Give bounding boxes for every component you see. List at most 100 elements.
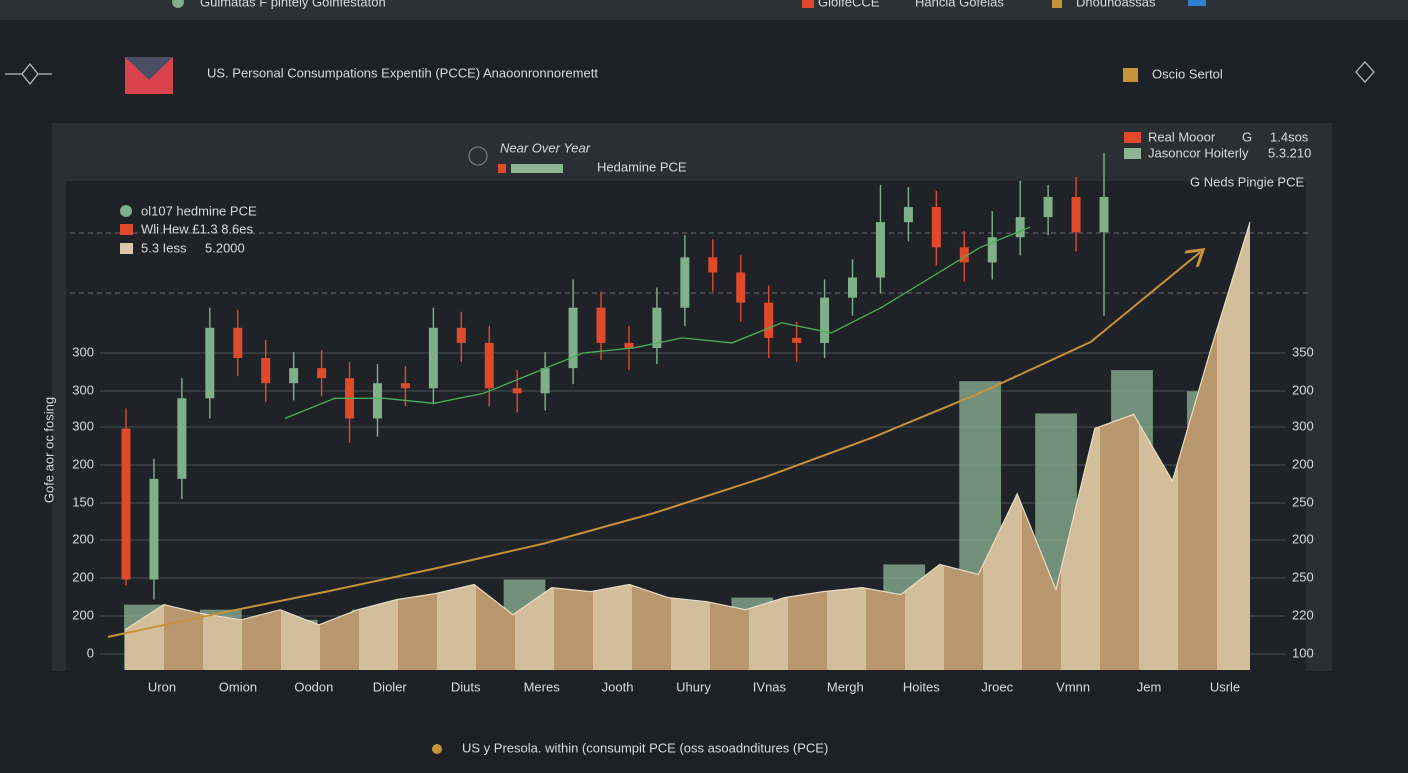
candle-body [484,342,494,389]
legend-swatch [511,164,563,173]
legend-label: 5.2000 [205,240,245,255]
y-axis-label: Gofe aor oc fosing [41,397,56,503]
area-stripes [125,222,1250,670]
y-tick-label: 300 [72,382,94,397]
candle-body [596,307,606,343]
y2-tick-label: 200 [1292,531,1314,546]
candle-body [820,297,830,343]
legend-label: Near Over Year [500,140,591,155]
candle-body [903,207,913,223]
candle-body [177,398,187,479]
candle-body [1043,196,1053,218]
logo-part [125,57,173,80]
legend-swatch [1124,132,1141,143]
legend-label: G Neds Pingie PCE [1190,174,1304,189]
x-tick-label: Dioler [373,679,408,694]
candle-body [149,478,159,580]
x-tick-label: Oodon [294,679,333,694]
candle-body [512,388,522,394]
legend-label: Hedamine PCE [597,159,687,174]
badge-swatch [1123,68,1138,82]
x-tick-label: Usrle [1210,679,1240,694]
candle-body [121,428,131,580]
badge[interactable]: Oscio Sertol [1152,66,1223,81]
candle-body [400,383,410,389]
x-tick-label: IVnas [753,679,787,694]
x-tick-label: Vmnn [1056,679,1090,694]
candle-body [792,337,802,343]
y2-tick-label: 200 [1292,456,1314,471]
x-tick-label: Uron [148,679,176,694]
footer-legend: US y Presola. within (consumpit PCE (oss… [462,740,828,755]
y2-tick-label: 100 [1292,645,1314,660]
candle-body [875,222,885,278]
x-tick-label: Diuts [451,679,481,694]
y-tick-label: 200 [72,456,94,471]
y-tick-label: 150 [72,494,94,509]
legend-label: 5.3.210 [1268,145,1311,160]
footer-dot [432,744,442,754]
legend-label: 5.3 Iess [141,240,187,255]
decor[interactable] [1355,61,1375,83]
candle-body [1099,196,1109,233]
candle-body [289,368,299,384]
y-tick-label: 200 [72,569,94,584]
top-bar-item[interactable]: Hancia Gofelas [915,0,1004,9]
status-dot [172,0,184,8]
legend-dot [120,205,132,217]
top-bar-item[interactable]: GlolfeCCE [818,0,880,9]
y-tick-label: 200 [72,531,94,546]
legend-swatch [1124,148,1141,159]
x-tick-label: Jooth [602,679,634,694]
candle-body [736,272,746,303]
top-bar-item[interactable]: Dnounoassas [1076,0,1156,9]
icon [1188,0,1206,6]
y2-tick-label: 250 [1292,494,1314,509]
icon [1052,0,1062,8]
candle-body [568,307,578,369]
candle-body [848,277,858,298]
decor [5,62,52,86]
x-tick-label: Jroec [981,679,1013,694]
legend-swatch [120,224,133,235]
legend-icon [468,146,488,166]
y2-tick-label: 220 [1292,607,1314,622]
x-tick-label: Jem [1137,679,1162,694]
y2-tick-label: 300 [1292,418,1314,433]
candle-body [959,247,969,263]
legend-label: Jasoncor Hoiterly [1148,145,1249,160]
candle-body [233,327,243,359]
legend-label: G [1242,129,1252,144]
candle-body [317,368,327,379]
candle-body [372,383,382,419]
trend-line [107,252,1200,638]
legend-label: 1.4sos [1270,129,1309,144]
y-tick-label: 200 [72,607,94,622]
y-tick-label: 0 [87,645,94,660]
x-tick-label: Hoites [903,679,940,694]
candle-body [652,307,662,348]
y-tick-label: 300 [72,418,94,433]
average-line [284,226,1031,420]
x-tick-label: Meres [524,679,561,694]
plot [100,152,1285,670]
candle-body [428,327,438,389]
legend-swatch [498,164,506,173]
top-bar-title: Gulmatas F pintely Goinfestaton [200,0,386,9]
y2-tick-label: 350 [1292,344,1314,359]
legend-label: ol107 hedmine PCE [141,203,257,218]
legend-label: Wli Hew £1.3 8.6es [141,221,253,236]
x-tick-label: Omion [219,679,257,694]
x-tick-label: Uhury [676,679,711,694]
candle-body [931,207,941,248]
candle-body [456,327,466,343]
candle-body [764,302,774,338]
candle-body [205,327,215,399]
area-edge [124,221,1251,631]
y2-tick-label: 200 [1292,382,1314,397]
title: US. Personal Consumpations Expentih (PCC… [207,65,598,80]
candle-body [680,257,690,308]
legend-label: Real Mooor [1148,129,1216,144]
